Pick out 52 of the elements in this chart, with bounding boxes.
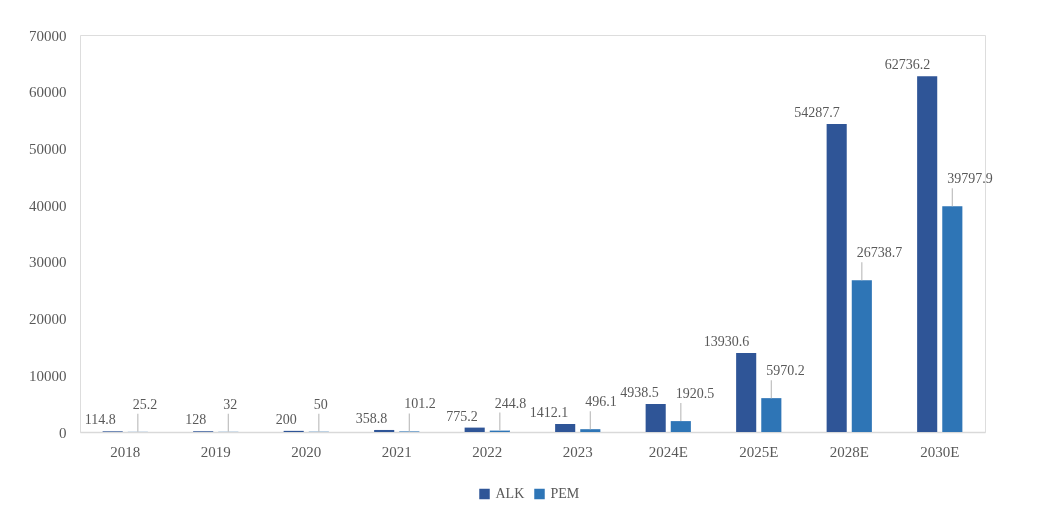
x-tick-label: 2019 bbox=[200, 443, 231, 460]
x-tick-label: 2021 bbox=[381, 443, 412, 460]
data-label: 54287.7 bbox=[794, 105, 840, 121]
x-tick-label: 2024E bbox=[648, 443, 688, 460]
data-label: 1920.5 bbox=[675, 386, 715, 402]
y-tick-label: 70000 bbox=[29, 27, 67, 44]
data-label: 4938.5 bbox=[620, 384, 659, 400]
bar bbox=[580, 429, 601, 432]
data-label: 39797.9 bbox=[947, 171, 993, 187]
x-tick-label: 2023 bbox=[562, 443, 593, 460]
x-tick-label: 2020 bbox=[291, 443, 322, 460]
bar bbox=[645, 403, 666, 432]
bar bbox=[942, 206, 963, 432]
data-label: 32 bbox=[223, 396, 238, 412]
y-tick-label: 30000 bbox=[29, 254, 67, 271]
data-label: 244.8 bbox=[494, 395, 527, 411]
x-tick-label: 2028E bbox=[829, 443, 869, 460]
y-tick-label: 60000 bbox=[29, 84, 67, 101]
x-tick-label: 2025E bbox=[739, 443, 779, 460]
x-tick-label: 2018 bbox=[110, 443, 141, 460]
data-label: 496.1 bbox=[585, 394, 617, 410]
data-label: 114.8 bbox=[84, 412, 116, 428]
data-label: 13930.6 bbox=[703, 333, 750, 349]
bar bbox=[917, 76, 938, 432]
data-label: 358.8 bbox=[355, 410, 388, 426]
y-tick-label: 20000 bbox=[29, 311, 67, 328]
y-tick-label: 0 bbox=[59, 424, 67, 441]
bar bbox=[761, 398, 782, 432]
data-label: 200 bbox=[275, 411, 297, 427]
x-tick-label: 2022 bbox=[472, 443, 503, 460]
bar bbox=[555, 423, 576, 432]
data-label: 775.2 bbox=[446, 408, 478, 424]
bar bbox=[826, 124, 847, 432]
legend-label: ALK bbox=[495, 486, 525, 501]
bar bbox=[851, 280, 872, 432]
bar bbox=[736, 352, 757, 432]
bar bbox=[464, 427, 485, 432]
y-tick-label: 40000 bbox=[29, 197, 67, 214]
bar bbox=[670, 421, 691, 432]
data-label: 25.2 bbox=[132, 396, 158, 412]
data-label: 26738.7 bbox=[856, 245, 903, 261]
y-tick-label: 10000 bbox=[29, 367, 67, 384]
bar bbox=[374, 429, 395, 432]
data-label: 5970.2 bbox=[766, 363, 805, 379]
x-tick-label: 2030E bbox=[920, 443, 960, 460]
data-label: 50 bbox=[313, 396, 328, 412]
data-label: 62736.2 bbox=[884, 57, 931, 73]
data-label: 128 bbox=[185, 412, 207, 428]
y-tick-label: 50000 bbox=[29, 140, 67, 157]
data-label: 101.2 bbox=[404, 396, 436, 412]
legend-label: PEM bbox=[550, 486, 580, 501]
data-label: 1412.1 bbox=[529, 404, 569, 420]
